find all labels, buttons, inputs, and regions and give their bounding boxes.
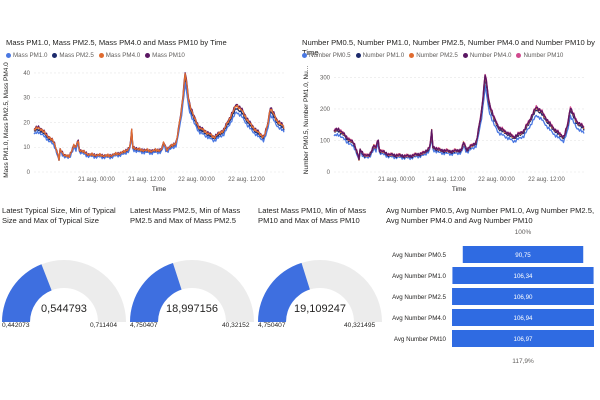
x-tick-label: 22 aug. 00:00 xyxy=(178,177,215,183)
y-tick-label: 200 xyxy=(320,107,331,113)
mass-pm10-value: 19,109247 xyxy=(294,303,346,315)
number-chart-title: Number PM0.5, Number PM1.0, Number PM2.5… xyxy=(302,38,595,57)
series-line-mass-pm10 xyxy=(33,72,285,161)
y-tick-label: 20 xyxy=(23,120,30,126)
y-tick-label: 0 xyxy=(327,170,331,176)
funnel-bar xyxy=(452,288,594,305)
legend-item[interactable]: Mass PM2.5 xyxy=(52,52,94,59)
mass-pm10-gauge-title: Latest Mass PM10, Min of Mass PM10 and M… xyxy=(258,206,367,225)
typical-size-min: 0,442073 xyxy=(2,322,30,329)
legend-label: Number PM2.5 xyxy=(416,52,458,59)
funnel-bottom-label: 117,9% xyxy=(512,358,534,365)
series-line-mass-pm4-0 xyxy=(33,73,285,161)
legend-item[interactable]: Mass PM1.0 xyxy=(6,52,47,59)
funnel-bar xyxy=(452,330,594,347)
gauge-fill xyxy=(258,262,310,322)
y-axis-title: Mass PM1.0, Mass PM2.5, Mass PM4.0 xyxy=(3,62,10,178)
x-tick-label: 22 aug. 00:00 xyxy=(478,177,515,183)
legend-item[interactable]: Mass PM10 xyxy=(145,52,185,59)
funnel-category-label: Avg Number PM0.5 xyxy=(392,252,446,259)
funnel-data-label: 90,75 xyxy=(515,252,531,259)
funnel-category-label: Avg Number PM4.0 xyxy=(392,315,446,322)
number-chart-legend: Number PM0.5 Number PM1.0 Number PM2.5 Numb… xyxy=(302,52,568,59)
legend-item[interactable]: Number PM1.0 xyxy=(355,52,405,59)
funnel-bar xyxy=(462,246,584,263)
funnel-data-label: 106,90 xyxy=(514,294,533,301)
gauge-fill xyxy=(130,263,182,322)
y-tick-label: 0 xyxy=(27,170,31,176)
x-tick-label: 22 aug. 12:00 xyxy=(528,177,565,183)
funnel-bar xyxy=(452,267,594,284)
mass-pm10-gauge xyxy=(258,260,382,322)
gauge-fill xyxy=(2,264,52,322)
x-tick-label: 21 aug. 12:00 xyxy=(128,177,165,183)
mass-pm25-max: 40,32152 xyxy=(222,322,250,329)
legend-marker xyxy=(145,53,151,58)
funnel-data-label: 106,34 xyxy=(514,273,533,280)
funnel-category-label: Avg Number PM1.0 xyxy=(392,273,446,280)
x-tick-label: 21 aug. 00:00 xyxy=(78,177,115,183)
legend-marker xyxy=(462,53,468,58)
x-tick-label: 22 aug. 12:00 xyxy=(228,177,265,183)
legend-label: Number PM4.0 xyxy=(469,52,512,59)
legend-label: Mass PM2.5 xyxy=(59,52,94,59)
funnel-data-label: 106,97 xyxy=(514,336,533,343)
legend-marker xyxy=(302,53,307,58)
funnel-data-label: 106,94 xyxy=(514,315,533,322)
x-axis-title: Time xyxy=(452,186,467,193)
legend-label: Mass PM1.0 xyxy=(13,52,48,59)
mass-chart-title: Mass PM1.0, Mass PM2.5, Mass PM4.0 and M… xyxy=(6,38,227,47)
y-tick-label: 100 xyxy=(320,138,331,144)
mass-line-chart: 0 10 20 30 40 21 aug. 00:00 21 aug. 12:00 22 au… xyxy=(3,62,285,193)
funnel-bar xyxy=(452,309,594,326)
legend-marker xyxy=(52,53,58,58)
x-tick-label: 21 aug. 12:00 xyxy=(428,177,465,183)
typical-size-gauge xyxy=(2,260,126,322)
mass-pm25-gauge xyxy=(130,260,254,322)
series-line-number-pm10 xyxy=(333,73,585,159)
y-tick-label: 10 xyxy=(23,145,30,151)
legend-item[interactable]: Mass PM4.0 xyxy=(98,52,141,59)
x-axis-title: Time xyxy=(152,186,167,193)
y-tick-label: 300 xyxy=(320,75,331,81)
mass-pm25-min: 4,750407 xyxy=(130,322,158,329)
typical-size-value: 0,544793 xyxy=(41,303,87,315)
legend-marker xyxy=(98,53,104,58)
legend-label: Number PM0.5 xyxy=(309,52,351,59)
legend-label: Mass PM4.0 xyxy=(105,52,141,59)
legend-item[interactable]: Number PM2.5 xyxy=(409,52,458,59)
mass-pm10-max: 40,321495 xyxy=(344,322,376,329)
legend-item[interactable]: Number PM10 xyxy=(516,52,563,59)
funnel-top-label: 100% xyxy=(515,229,532,236)
typical-size-gauge-title: Latest Typical Size, Min of Typical Size… xyxy=(2,206,116,225)
avg-number-bar-chart: 100% Avg Number PM0.5 90,75 Avg Number PM1.… xyxy=(392,229,594,365)
x-tick-label: 21 aug. 00:00 xyxy=(378,177,415,183)
legend-marker xyxy=(6,53,11,58)
number-line-chart: 0 100 200 300 21 aug. 00:00 21 aug. 12:00 22 a… xyxy=(303,66,585,193)
legend-item[interactable]: Number PM4.0 xyxy=(462,52,512,59)
legend-label: Number PM10 xyxy=(523,52,564,59)
typical-size-max: 0,711404 xyxy=(90,322,118,329)
series-line-number-pm4-0 xyxy=(333,74,585,160)
funnel-category-label: Avg Number PM2.5 xyxy=(392,294,446,301)
series-line-number-pm2-5 xyxy=(333,74,585,161)
mass-pm25-value: 18,997156 xyxy=(166,303,218,315)
legend-marker xyxy=(409,53,415,58)
mass-pm10-min: 4,750407 xyxy=(258,322,286,329)
y-tick-label: 40 xyxy=(23,71,30,77)
legend-item[interactable]: Number PM0.5 xyxy=(302,52,351,59)
avg-number-chart-title: Avg Number PM0.5, Avg Number PM1.0, Avg … xyxy=(386,206,595,225)
legend-marker xyxy=(516,53,522,58)
funnel-category-label: Avg Number PM10 xyxy=(394,336,447,343)
legend-marker xyxy=(355,53,361,58)
y-tick-label: 30 xyxy=(23,96,30,102)
mass-pm25-gauge-title: Latest Mass PM2.5, Min of Mass PM2.5 and… xyxy=(130,206,241,225)
legend-label: Number PM1.0 xyxy=(362,52,405,59)
y-axis-title: Number PM0.5, Number PM1.0, Nu... xyxy=(303,66,310,175)
mass-chart-legend: Mass PM1.0 Mass PM2.5 Mass PM4.0 Mass PM10 xyxy=(6,52,190,59)
legend-label: Mass PM10 xyxy=(152,52,185,59)
